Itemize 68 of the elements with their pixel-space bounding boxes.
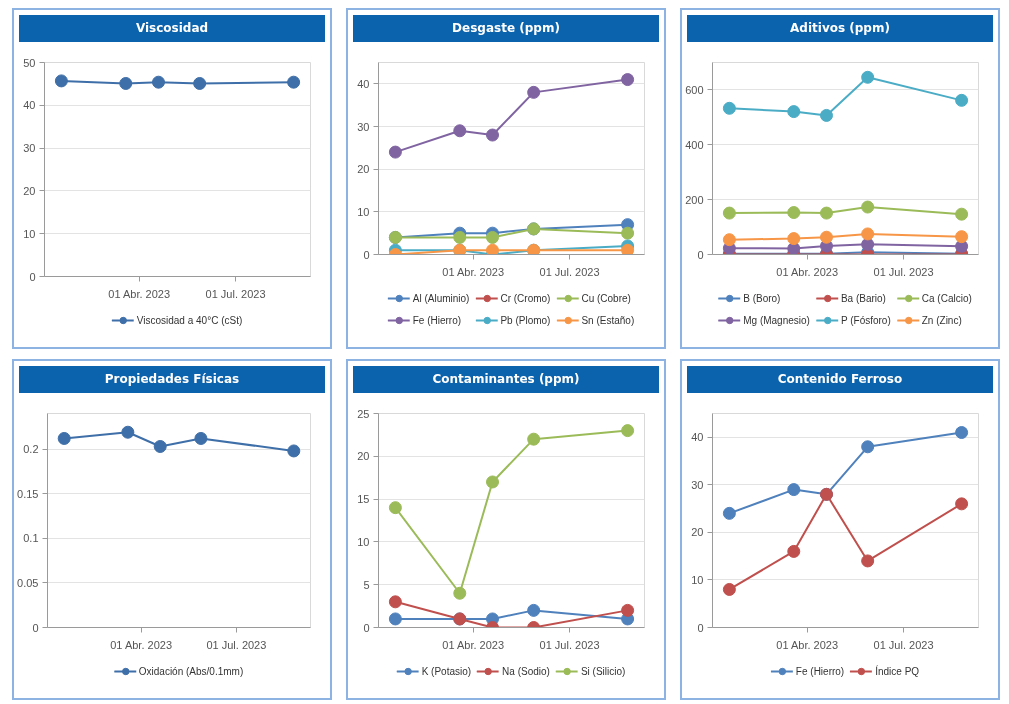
y-tick-label: 10 — [357, 535, 370, 548]
x-tick-label: 01 Jul. 2023 — [539, 265, 600, 278]
legend-label: B (Boro) — [743, 291, 781, 306]
y-tick-label: 600 — [685, 83, 704, 96]
y-tick-label: 0.05 — [17, 576, 39, 589]
y-tick-label: 40 — [23, 99, 36, 112]
chart-title: Contaminantes (ppm) — [432, 371, 580, 388]
y-tick-label: 0 — [32, 621, 39, 634]
legend-label: Fe (Hierro) — [412, 313, 462, 328]
legend-label: Índice PQ — [875, 664, 920, 679]
legend-label: Pb (Plomo) — [500, 313, 551, 328]
x-tick-label: 01 Abr. 2023 — [776, 638, 839, 651]
legend-label: Fe (Hierro) — [795, 664, 845, 679]
y-tick-label: 20 — [691, 526, 704, 539]
x-tick-label: 01 Jul. 2023 — [205, 287, 266, 300]
chart-title: Propiedades Físicas — [104, 371, 240, 388]
legend-label: Cu (Cobre) — [581, 291, 631, 306]
y-tick-label: 0.1 — [23, 532, 39, 545]
y-tick-label: 0.15 — [17, 487, 39, 500]
y-tick-label: 50 — [23, 56, 36, 69]
x-tick-label: 01 Abr. 2023 — [442, 638, 505, 651]
y-tick-label: 0 — [697, 621, 704, 634]
legend-label: Mg (Magnesio) — [743, 313, 810, 328]
legend-label: Si (Silicio) — [580, 664, 626, 679]
x-tick-label: 01 Jul. 2023 — [873, 638, 934, 651]
legend-label: Ca (Calcio) — [921, 291, 972, 306]
y-tick-label: 10 — [691, 573, 704, 586]
y-tick-label: 0 — [363, 248, 370, 261]
y-tick-label: 0 — [363, 621, 370, 634]
x-tick-label: 01 Jul. 2023 — [539, 638, 600, 651]
x-tick-label: 01 Abr. 2023 — [110, 638, 173, 651]
x-tick-label: 01 Jul. 2023 — [206, 638, 267, 651]
chart-title: Aditivos (ppm) — [790, 20, 890, 37]
y-tick-label: 0.2 — [23, 443, 39, 456]
chart-title: Contenido Ferroso — [777, 371, 903, 388]
y-tick-label: 10 — [357, 205, 370, 218]
legend-label: Ba (Bario) — [840, 291, 886, 306]
y-tick-label: 5 — [363, 578, 370, 591]
legend-label: Viscosidad a 40°C (cSt) — [136, 313, 243, 328]
chart-title: Desgaste (ppm) — [452, 20, 560, 37]
legend-label: Oxidación (Abs/0.1mm) — [138, 664, 244, 679]
legend-label: P (Fósforo) — [840, 313, 891, 328]
y-tick-label: 40 — [691, 431, 704, 444]
y-tick-label: 25 — [357, 407, 370, 420]
y-tick-label: 20 — [23, 184, 36, 197]
y-tick-label: 400 — [685, 138, 704, 151]
legend-label: Na (Sodio) — [502, 664, 550, 679]
y-tick-label: 30 — [691, 478, 704, 491]
legend-label: Sn (Estaño) — [581, 313, 635, 328]
y-tick-label: 200 — [685, 193, 704, 206]
y-tick-label: 0 — [29, 270, 36, 283]
legend-label: Zn (Zinc) — [921, 313, 962, 328]
chart-title: Viscosidad — [135, 20, 209, 37]
y-tick-label: 40 — [357, 77, 370, 90]
legend-label: K (Potasio) — [421, 664, 472, 679]
y-tick-label: 20 — [357, 163, 370, 176]
y-tick-label: 30 — [357, 120, 370, 133]
x-tick-label: 01 Abr. 2023 — [108, 287, 171, 300]
legend-label: Cr (Cromo) — [500, 291, 551, 306]
legend-label: Al (Aluminio) — [412, 291, 470, 306]
x-tick-label: 01 Jul. 2023 — [873, 265, 934, 278]
y-tick-label: 0 — [697, 248, 704, 261]
x-tick-label: 01 Abr. 2023 — [442, 265, 505, 278]
y-tick-label: 10 — [23, 227, 36, 240]
y-tick-label: 30 — [23, 142, 36, 155]
y-tick-label: 15 — [357, 493, 370, 506]
y-tick-label: 20 — [357, 450, 370, 463]
x-tick-label: 01 Abr. 2023 — [776, 265, 839, 278]
